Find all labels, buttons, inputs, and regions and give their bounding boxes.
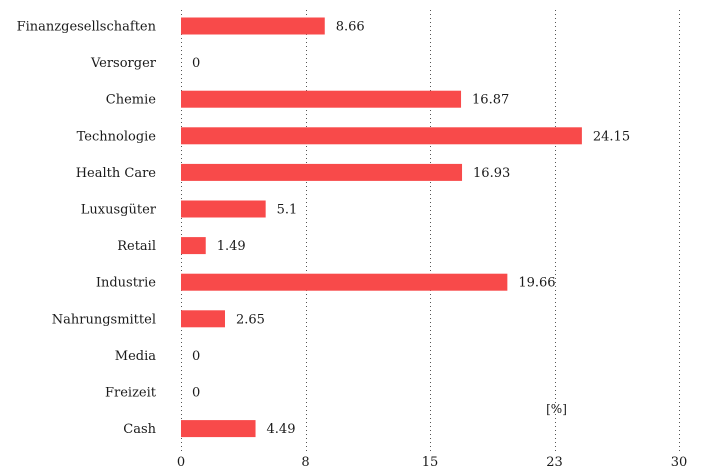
category-label: Chemie (106, 93, 156, 108)
value-label: 8.66 (336, 20, 365, 35)
bar (181, 163, 463, 181)
value-label: 16.93 (473, 166, 510, 181)
unit-label: [%] (546, 402, 567, 416)
x-tick-label: 23 (546, 455, 563, 468)
value-label: 0 (192, 349, 200, 364)
x-tick-label: 15 (422, 455, 439, 468)
grid-lines (181, 10, 680, 453)
bar (181, 237, 206, 255)
category-label: Finanzgesellschaften (17, 20, 157, 35)
category-label: Cash (123, 422, 156, 437)
value-label: 19.66 (518, 276, 555, 291)
value-label: 5.1 (277, 203, 298, 218)
category-label: Media (115, 349, 156, 364)
value-label: 0 (192, 386, 200, 401)
bar (181, 127, 582, 145)
bar (181, 90, 462, 108)
bar (181, 17, 325, 35)
value-label: 24.15 (593, 129, 630, 144)
x-tick-label: 8 (301, 455, 309, 468)
category-label: Freizeit (105, 386, 157, 401)
bar (181, 310, 225, 328)
x-tick-label: 0 (177, 455, 185, 468)
bar (181, 420, 256, 438)
category-label: Health Care (76, 166, 157, 181)
value-label: 1.49 (217, 239, 246, 254)
bar (181, 273, 508, 291)
value-label: 16.87 (472, 93, 509, 108)
category-label: Industrie (96, 276, 156, 291)
category-label: Versorger (90, 56, 157, 71)
category-label: Luxusgüter (81, 203, 157, 218)
bars (181, 17, 582, 438)
value-label: 4.49 (267, 422, 296, 437)
category-label: Retail (117, 239, 156, 254)
value-label: 0 (192, 56, 200, 71)
category-label: Nahrungsmittel (52, 312, 156, 327)
value-label: 2.65 (236, 312, 265, 327)
bar (181, 200, 266, 218)
category-label: Technologie (77, 129, 157, 144)
labels: 0 8 15 23 30 Finanzgesellschaften 8.66 Versorge… (17, 20, 688, 468)
x-tick-label: 30 (671, 455, 688, 468)
